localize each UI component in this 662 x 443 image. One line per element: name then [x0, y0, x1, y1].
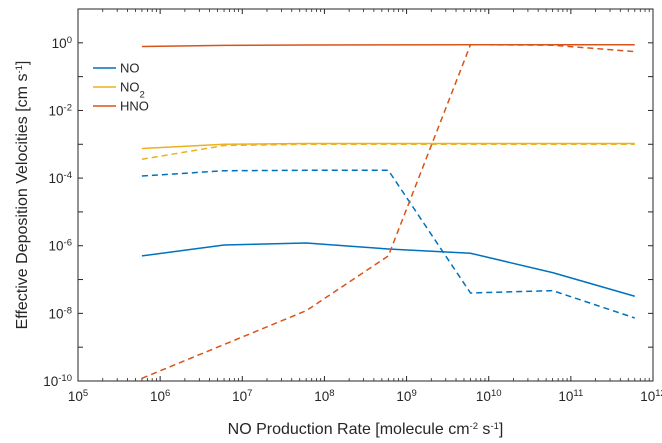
- legend-label-no2: NO2: [120, 80, 145, 101]
- x-tick-label: 109: [396, 388, 416, 405]
- y-tick-label: 100: [52, 34, 72, 51]
- y-tick-label: 10-4: [49, 170, 72, 187]
- series-line-no-dashed: [141, 169, 636, 319]
- y-tick-label: 10-10: [43, 373, 72, 390]
- y-tick-label: 10-6: [49, 237, 72, 254]
- legend-label-no: NO: [120, 61, 140, 76]
- series-layer: [141, 43, 636, 380]
- y-axis-title: Effective Deposition Velocities [cm s-1]: [14, 61, 32, 330]
- series-line-no-solid: [141, 242, 635, 298]
- legend-label-hno: HNO: [120, 99, 149, 114]
- y-tick-label: 10-8: [49, 305, 72, 322]
- tick-layer: [77, 8, 654, 382]
- x-tick-label: 106: [150, 388, 170, 405]
- x-tick-label: 105: [68, 388, 88, 405]
- series-line-no2-dashed: [141, 143, 635, 161]
- series-line-hno-dashed: [141, 43, 635, 380]
- x-tick-label: 1012: [640, 388, 662, 405]
- y-tick-label: 10-2: [49, 102, 72, 119]
- label-layer: 105 106 107 108 109 1010 1011 1012 10-10 10-8 10-6…: [14, 34, 662, 438]
- plot-frame: [77, 8, 654, 382]
- x-tick-label: 108: [314, 388, 334, 405]
- x-tick-label: 1010: [476, 388, 502, 405]
- x-tick-label: 107: [232, 388, 252, 405]
- x-tick-label: 1011: [558, 388, 583, 405]
- x-axis-title: NO Production Rate [molecule cm-2 s-1]: [228, 421, 504, 439]
